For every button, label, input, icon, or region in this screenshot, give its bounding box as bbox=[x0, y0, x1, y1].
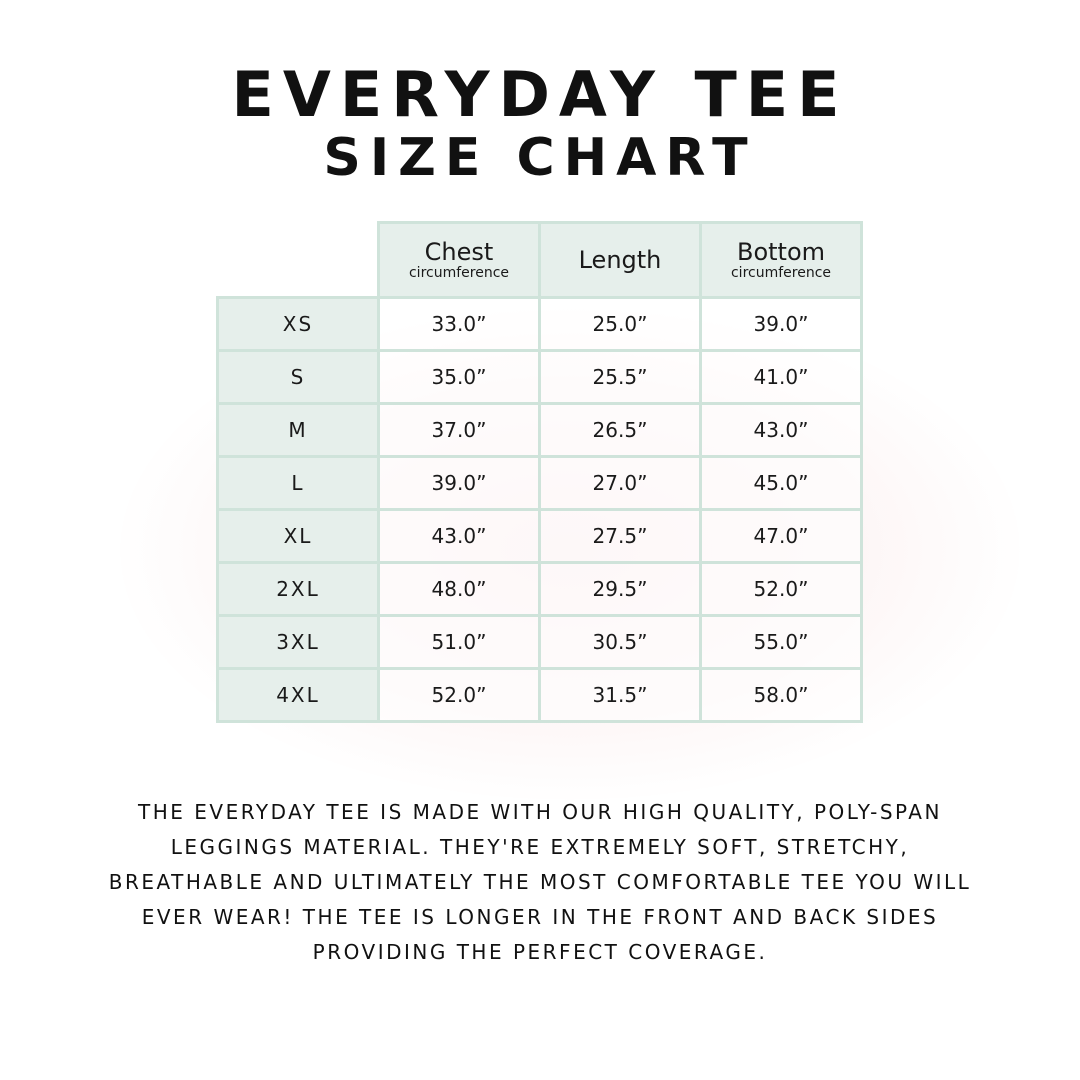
chest-cell: 37.0” bbox=[377, 402, 541, 458]
bottom-cell: 55.0” bbox=[699, 614, 863, 670]
chest-cell: 35.0” bbox=[377, 349, 541, 405]
length-cell: 29.5” bbox=[538, 561, 702, 617]
chest-cell: 52.0” bbox=[377, 667, 541, 723]
size-cell: M bbox=[216, 402, 380, 458]
chest-cell: 48.0” bbox=[377, 561, 541, 617]
size-chart-table: Chest circumference Length Bottom circumfe… bbox=[216, 221, 863, 723]
table-row: XS 33.0” 25.0” 39.0” bbox=[216, 296, 863, 352]
length-cell: 25.5” bbox=[538, 349, 702, 405]
table-row: M 37.0” 26.5” 43.0” bbox=[216, 402, 863, 458]
header-label: Chest bbox=[424, 238, 494, 267]
length-cell: 27.0” bbox=[538, 455, 702, 511]
table-row: S 35.0” 25.5” 41.0” bbox=[216, 349, 863, 405]
table-row: L 39.0” 27.0” 45.0” bbox=[216, 455, 863, 511]
subtitle: SIZE CHART bbox=[323, 128, 757, 188]
header-length: Length bbox=[538, 221, 702, 299]
header-chest: Chest circumference bbox=[377, 221, 541, 299]
size-cell: S bbox=[216, 349, 380, 405]
chest-cell: 43.0” bbox=[377, 508, 541, 564]
size-cell: L bbox=[216, 455, 380, 511]
length-cell: 25.0” bbox=[538, 296, 702, 352]
description: The Everyday Tee is made with our high q… bbox=[108, 800, 972, 964]
size-cell: XS bbox=[216, 296, 380, 352]
size-cell: XL bbox=[216, 508, 380, 564]
header-sublabel: circumference bbox=[730, 264, 832, 281]
table-row: 4XL 52.0” 31.5” 58.0” bbox=[216, 667, 863, 723]
chest-cell: 39.0” bbox=[377, 455, 541, 511]
title: EVERYDAY TEE bbox=[231, 58, 849, 131]
header-label: Bottom bbox=[736, 238, 826, 267]
table-row: 2XL 48.0” 29.5” 52.0” bbox=[216, 561, 863, 617]
bottom-cell: 47.0” bbox=[699, 508, 863, 564]
bottom-cell: 58.0” bbox=[699, 667, 863, 723]
size-cell: 4XL bbox=[216, 667, 380, 723]
bottom-cell: 39.0” bbox=[699, 296, 863, 352]
header-sublabel: circumference bbox=[408, 264, 510, 281]
corner-cell bbox=[218, 223, 379, 298]
table-row: XL 43.0” 27.5” 47.0” bbox=[216, 508, 863, 564]
chest-cell: 33.0” bbox=[377, 296, 541, 352]
bottom-cell: 52.0” bbox=[699, 561, 863, 617]
bottom-cell: 45.0” bbox=[699, 455, 863, 511]
chest-cell: 51.0” bbox=[377, 614, 541, 670]
table-row: 3XL 51.0” 30.5” 55.0” bbox=[216, 614, 863, 670]
length-cell: 30.5” bbox=[538, 614, 702, 670]
length-cell: 31.5” bbox=[538, 667, 702, 723]
size-cell: 3XL bbox=[216, 614, 380, 670]
header-label: Length bbox=[578, 245, 662, 274]
length-cell: 27.5” bbox=[538, 508, 702, 564]
length-cell: 26.5” bbox=[538, 402, 702, 458]
size-cell: 2XL bbox=[216, 561, 380, 617]
header-bottom: Bottom circumference bbox=[699, 221, 863, 299]
bottom-cell: 41.0” bbox=[699, 349, 863, 405]
bottom-cell: 43.0” bbox=[699, 402, 863, 458]
header-row: Chest circumference Length Bottom circumfe… bbox=[218, 221, 863, 299]
